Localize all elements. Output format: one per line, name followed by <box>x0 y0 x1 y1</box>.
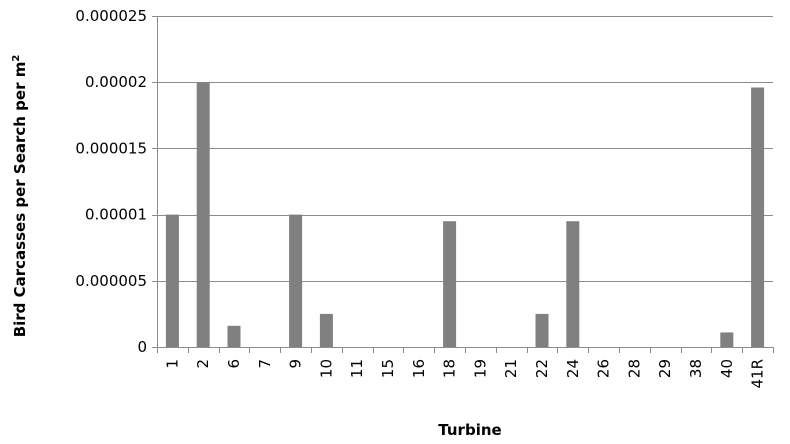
x-tick-label: 18 <box>441 359 459 378</box>
bar-turbine-6 <box>227 325 241 347</box>
y-tick-labels: 0 0.000005 0.00001 0.000015 0.00002 0.000025 <box>75 7 147 356</box>
x-tick-label: 38 <box>687 359 705 378</box>
x-tick-label: 24 <box>564 359 582 378</box>
y-axis-title-text: Bird Carcasses per Search per m <box>11 62 29 338</box>
y-tick-label: 0.00002 <box>85 73 147 91</box>
bar-turbine-41R <box>751 87 765 347</box>
gridlines <box>157 16 773 282</box>
bar-turbine-9 <box>289 214 303 347</box>
x-tick-label: 15 <box>379 359 397 378</box>
bar-turbine-1 <box>165 214 179 347</box>
y-tick-label: 0 <box>137 338 147 356</box>
x-tick-label: 2 <box>194 359 212 369</box>
bar-turbine-22 <box>535 313 549 347</box>
x-axis-title: Turbine <box>438 421 501 439</box>
y-tick-label: 0.000005 <box>75 272 147 290</box>
bar-turbine-2 <box>196 82 210 347</box>
bar-turbine-40 <box>720 332 734 347</box>
y-axis-title: Bird Carcasses per Search per m2 <box>11 55 29 338</box>
x-tick-label: 19 <box>471 359 489 378</box>
x-tick-label: 21 <box>502 359 520 378</box>
bar-turbine-10 <box>319 313 333 347</box>
axes <box>152 16 774 353</box>
x-tick-label: 26 <box>595 359 613 378</box>
y-tick-label: 0.000015 <box>75 139 147 157</box>
x-tick-labels: 1 2 6 7 9 10 11 15 16 18 19 21 22 24 26 28 29 38 40 41R <box>163 359 766 389</box>
x-tick-label: 41R <box>749 359 767 389</box>
x-tick-label: 11 <box>348 359 366 378</box>
x-tick-label: 6 <box>225 359 243 369</box>
x-tick-label: 1 <box>163 359 181 369</box>
y-axis-title-superscript: 2 <box>11 55 22 62</box>
x-tick-label: 9 <box>287 359 305 369</box>
x-tick-label: 28 <box>625 359 643 378</box>
x-tick-label: 29 <box>656 359 674 378</box>
x-tick-label: 16 <box>410 359 428 378</box>
x-tick-label: 10 <box>317 359 335 378</box>
y-tick-label: 0.000025 <box>75 7 147 25</box>
x-tick-label: 40 <box>718 359 736 378</box>
bar-turbine-18 <box>443 221 457 347</box>
bar-turbine-24 <box>566 221 580 347</box>
x-tick-label: 22 <box>533 359 551 378</box>
x-tick-label: 7 <box>256 359 274 369</box>
y-tick-label: 0.00001 <box>85 206 147 224</box>
bars <box>165 82 765 347</box>
